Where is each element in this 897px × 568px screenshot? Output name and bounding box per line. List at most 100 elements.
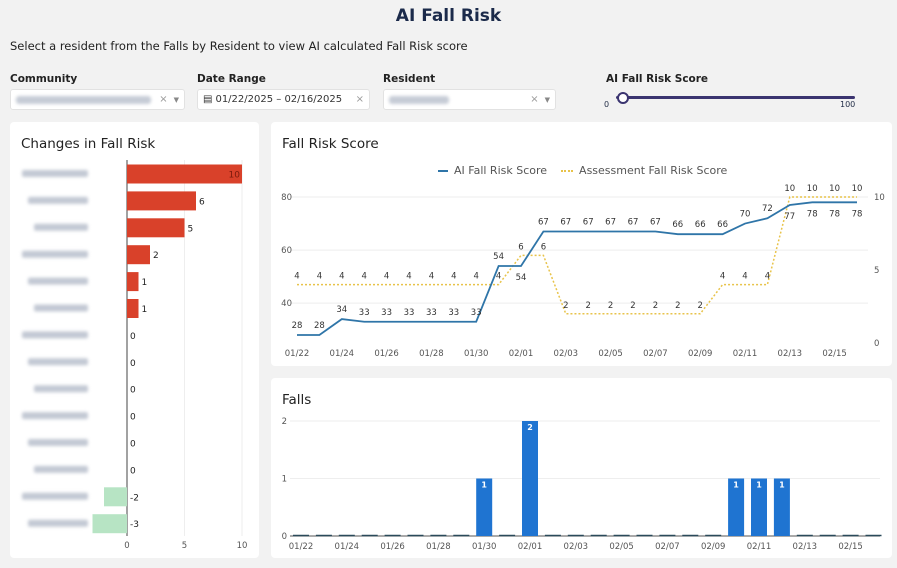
ai-point-label: 54: [493, 252, 504, 262]
resident-name-redacted: [22, 492, 88, 500]
assessment-point-label: 10: [807, 184, 818, 194]
community-value-redacted: [16, 95, 151, 104]
community-select[interactable]: × ▼: [10, 89, 185, 110]
x-tick-label: 02/13: [778, 349, 803, 359]
bar-value-label: 6: [199, 197, 205, 207]
legend-item-ai[interactable]: AI Fall Risk Score: [454, 164, 548, 177]
slider-handle[interactable]: [617, 92, 629, 104]
clear-icon[interactable]: ×: [530, 94, 539, 105]
assessment-point-label: 2: [563, 301, 568, 311]
x-tick-label: 01/24: [335, 542, 360, 552]
page-title: AI Fall Risk: [395, 6, 502, 26]
resident-value-redacted: [389, 95, 449, 104]
legend-item-assessment[interactable]: Assessment Fall Risk Score: [579, 164, 728, 177]
bar-value-label: 2: [527, 423, 533, 432]
y-tick-label: 1: [282, 475, 287, 485]
ai-point-label: 78: [829, 209, 840, 219]
x-tick-label: 02/05: [598, 349, 623, 359]
panel-title: Changes in Fall Risk: [21, 136, 156, 152]
assessment-point-label: 6: [518, 242, 523, 252]
assessment-point-label: 4: [496, 272, 501, 282]
resident-select[interactable]: × ▼: [383, 89, 556, 110]
y-left-tick-label: 40: [281, 299, 292, 309]
bar-value-label: 0: [130, 359, 136, 369]
bar-value-label: 0: [130, 440, 136, 450]
bar: [127, 272, 139, 292]
panel-title: Falls: [282, 392, 312, 408]
ai-point-label: 33: [359, 308, 370, 318]
community-label: Community: [10, 73, 78, 85]
resident-name-redacted: [28, 519, 88, 527]
resident-name-redacted: [34, 465, 88, 473]
resident-name-redacted: [28, 196, 88, 204]
assessment-point-label: 4: [339, 272, 344, 282]
ai-point-label: 33: [426, 308, 437, 318]
bar-value-label: 1: [756, 481, 762, 490]
assessment-point-label: 10: [784, 184, 795, 194]
panel-title: Fall Risk Score: [282, 136, 379, 152]
falls-bar: [773, 478, 790, 536]
bar-value-label: 1: [142, 305, 148, 315]
date-range-picker[interactable]: ▤ 01/22/2025 – 02/16/2025 ×: [197, 89, 370, 110]
assessment-point-label: 4: [451, 272, 456, 282]
bar: [92, 514, 127, 534]
ai-point-label: 33: [471, 308, 482, 318]
calendar-icon: ▤: [203, 94, 213, 105]
x-tick-label: 02/11: [733, 349, 758, 359]
ai-point-label: 34: [336, 305, 347, 315]
assessment-point-label: 10: [852, 184, 863, 194]
resident-label: Resident: [383, 73, 436, 85]
clear-icon[interactable]: ×: [355, 94, 364, 105]
assessment-point-label: 4: [294, 272, 299, 282]
x-tick-label: 02/09: [688, 349, 713, 359]
bar-value-label: 0: [130, 386, 136, 396]
ai-point-label: 33: [404, 308, 415, 318]
date-range-value: 01/22/2025 – 02/16/2025: [215, 94, 343, 105]
x-tick-label: 02/11: [747, 542, 772, 552]
ai-point-label: 67: [560, 218, 571, 228]
slider-max-label: 100: [840, 100, 856, 109]
ai-point-label: 78: [852, 209, 863, 219]
ai-fall-risk-line: [297, 201, 857, 336]
resident-name-redacted: [34, 223, 88, 231]
fall-risk-score-chart: 40 60 80 0 5 10 01/22 01/24 01/26 01/28 01/30 02/01…: [281, 184, 885, 359]
assessment-point-label: 2: [608, 301, 613, 311]
y-tick-label: 0: [282, 532, 287, 542]
falls-bar: [476, 478, 493, 536]
x-tick-label: 02/03: [554, 349, 579, 359]
ai-point-label: 54: [516, 273, 527, 283]
y-right-tick-label: 0: [874, 339, 879, 349]
resident-name-redacted: [22, 331, 88, 339]
ai-point-label: 67: [583, 218, 594, 228]
chevron-down-icon[interactable]: ▼: [544, 95, 550, 104]
falls-bar: [522, 421, 538, 536]
resident-name-redacted: [28, 277, 88, 285]
x-tick-label: 01/26: [380, 542, 405, 552]
ai-point-label: 33: [448, 308, 459, 318]
x-tick-label: 02/15: [838, 542, 863, 552]
y-right-tick-label: 5: [874, 266, 879, 276]
falls-chart: 0 1 2 1 2 1 1 1 01/22 01/24 01/26 01/28 01/30 02/01 02…: [282, 417, 882, 552]
bar: [127, 191, 196, 211]
assessment-point-label: 4: [406, 272, 411, 282]
chevron-down-icon[interactable]: ▼: [173, 95, 179, 104]
clear-icon[interactable]: ×: [159, 94, 168, 105]
assessment-point-label: 2: [697, 301, 702, 311]
bar-value-label: 0: [130, 466, 136, 476]
x-tick-label: 01/22: [289, 542, 314, 552]
x-tick-label: 01/30: [472, 542, 497, 552]
assessment-point-label: 4: [765, 272, 770, 282]
ai-point-label: 66: [672, 220, 683, 230]
score-slider[interactable]: [606, 92, 856, 104]
x-tick-label: 02/01: [509, 349, 534, 359]
ai-point-label: 66: [717, 220, 728, 230]
bar-value-label: 0: [130, 413, 136, 423]
bar: [127, 245, 150, 265]
bar-value-label: 1: [779, 481, 785, 490]
slider-min-label: 0: [604, 100, 610, 109]
ai-point-label: 28: [292, 321, 303, 331]
assessment-fall-risk-line: [297, 196, 857, 315]
bar-value-label: 1: [142, 278, 148, 288]
ai-point-label: 67: [650, 218, 661, 228]
ai-point-label: 66: [695, 220, 706, 230]
